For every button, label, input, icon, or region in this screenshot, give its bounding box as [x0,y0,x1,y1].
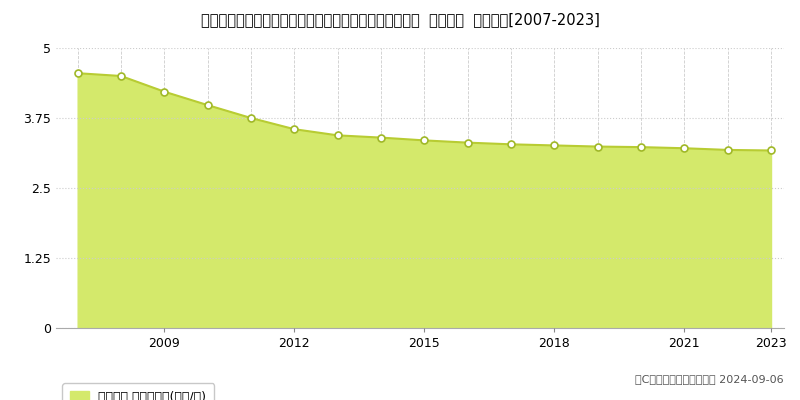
Text: （C）土地価格ドットコム 2024-09-06: （C）土地価格ドットコム 2024-09-06 [635,374,784,384]
Text: 茨城県北相馬郡利根町大字押付新田字五の耕地８７６番  地価公示  地価推移[2007-2023]: 茨城県北相馬郡利根町大字押付新田字五の耕地８７６番 地価公示 地価推移[2007… [201,12,599,27]
Legend: 地価公示 平均坪単価(万円/坪): 地価公示 平均坪単価(万円/坪) [62,383,214,400]
